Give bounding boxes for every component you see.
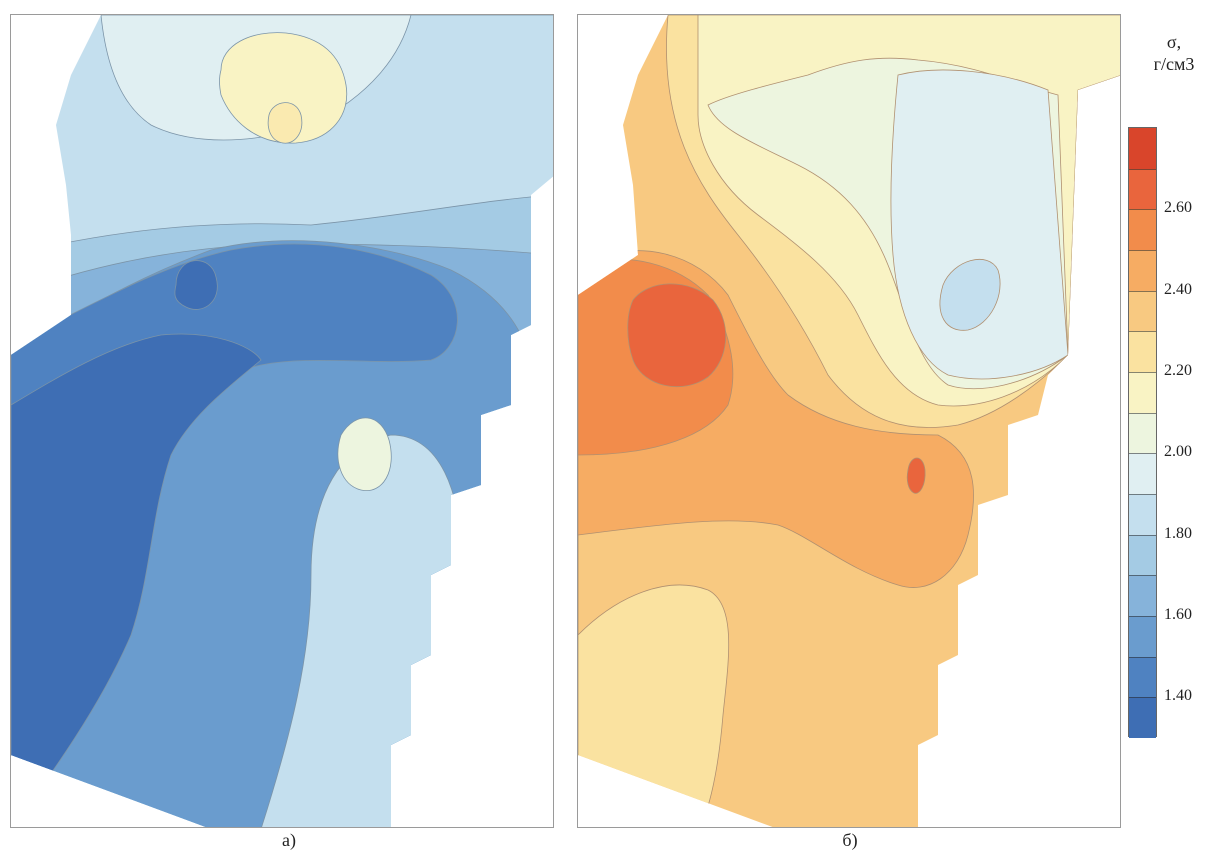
map-panel-b	[577, 14, 1121, 828]
colorbar-step	[1129, 209, 1156, 250]
colorbar-step	[1129, 575, 1156, 616]
colorbar-tick-label: 1.60	[1164, 606, 1192, 623]
contour-band	[174, 260, 218, 310]
contour-map-b	[578, 15, 1120, 827]
colorbar-step	[1129, 250, 1156, 291]
colorbar-tick-label: 2.00	[1164, 443, 1192, 461]
colorbar-step	[1129, 656, 1156, 698]
map-panel-a	[10, 14, 554, 828]
panel-a-caption: а)	[282, 830, 296, 850]
colorbar-tick-label: 2.40	[1164, 280, 1192, 298]
contour-band	[890, 69, 1069, 380]
colorbar-step	[1129, 168, 1156, 210]
contour-band	[219, 32, 348, 144]
colorbar-tick-label: 1.80	[1164, 524, 1192, 542]
contour-band	[627, 283, 727, 388]
colorbar-step	[1129, 453, 1156, 494]
legend-title-symbol: σ,	[1166, 32, 1182, 52]
colorbar-step	[1129, 412, 1156, 454]
colorbar-step	[1129, 372, 1156, 413]
contour-band	[939, 259, 1001, 331]
colorbar-step	[1129, 494, 1156, 535]
legend-title-unit: г/см3	[1153, 54, 1195, 74]
colorbar-step	[1129, 331, 1156, 372]
colorbar-tick-label: 1.40	[1164, 687, 1192, 705]
colorbar-step	[1129, 534, 1156, 576]
colorbar-step	[1129, 128, 1156, 169]
contour-band	[11, 333, 262, 827]
contour-band	[267, 102, 303, 144]
colorbar-tick-label: 2.60	[1164, 199, 1192, 217]
contour-band	[578, 584, 730, 827]
contour-band	[906, 457, 926, 494]
panel-b-caption: б)	[842, 830, 858, 850]
contour-band	[337, 417, 392, 492]
colorbar-step	[1129, 697, 1156, 738]
colorbar-tick-label: 2.20	[1164, 362, 1192, 379]
colorbar	[1128, 127, 1157, 738]
colorbar-step	[1129, 290, 1156, 332]
colorbar-step	[1129, 616, 1156, 657]
contour-map-a	[11, 15, 553, 827]
